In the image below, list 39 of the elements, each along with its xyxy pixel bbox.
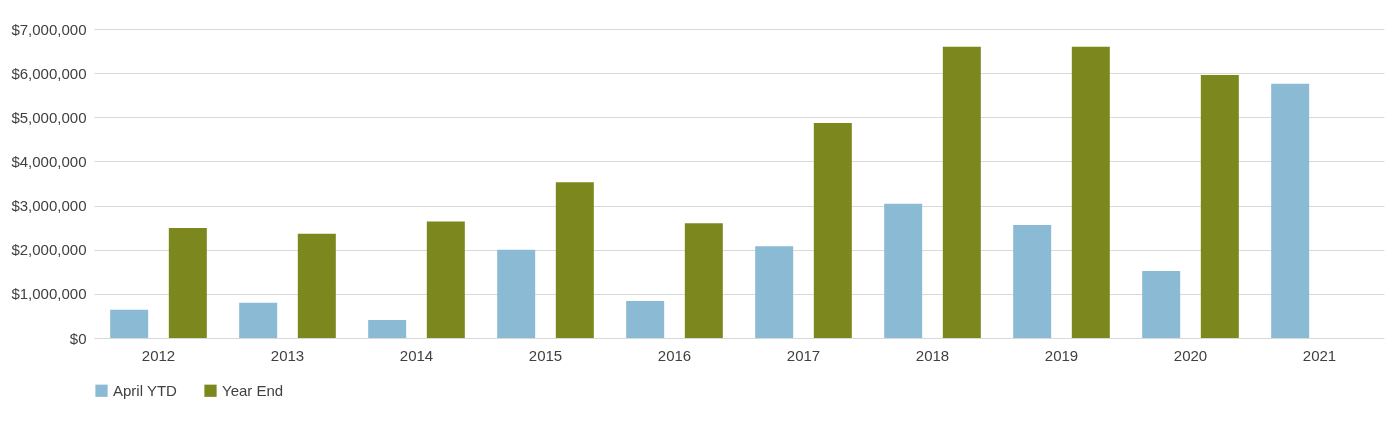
bar — [1142, 270, 1181, 338]
bar — [368, 319, 407, 338]
x-tick-label: 2012 — [141, 346, 176, 364]
y-tick-label: $0 — [69, 329, 87, 347]
y-tick-label: $3,000,000 — [11, 197, 87, 215]
bar — [1200, 74, 1239, 338]
bar — [426, 221, 465, 338]
legend-label: Year End — [222, 381, 284, 399]
bar — [297, 233, 336, 338]
y-tick-label: $5,000,000 — [11, 108, 87, 126]
bar — [626, 300, 665, 338]
x-tick-label: 2021 — [1302, 346, 1337, 364]
y-tick-label: $7,000,000 — [11, 20, 87, 38]
y-tick-label: $6,000,000 — [11, 64, 87, 82]
y-tick-label: $4,000,000 — [11, 152, 87, 170]
bar — [1271, 83, 1310, 338]
bar — [884, 203, 923, 338]
bar — [497, 249, 536, 338]
y-tick-label: $2,000,000 — [11, 241, 87, 259]
y-tick-label: $1,000,000 — [11, 285, 87, 303]
bar — [942, 46, 981, 338]
bar — [1071, 46, 1110, 338]
x-tick-label: 2013 — [270, 346, 305, 364]
legend-label: April YTD — [113, 381, 178, 399]
bar — [239, 302, 278, 338]
x-tick-label: 2020 — [1173, 346, 1208, 364]
bar — [755, 246, 794, 338]
x-tick-label: 2016 — [657, 346, 692, 364]
bar — [110, 309, 149, 338]
bar — [813, 123, 852, 338]
x-tick-label: 2014 — [399, 346, 434, 364]
bar — [684, 223, 723, 338]
x-tick-label: 2019 — [1044, 346, 1079, 364]
x-tick-label: 2017 — [786, 346, 821, 364]
bar — [555, 182, 594, 338]
x-tick-label: 2018 — [915, 346, 950, 364]
bar — [1013, 224, 1052, 338]
x-tick-label: 2015 — [528, 346, 563, 364]
bar — [168, 228, 207, 338]
